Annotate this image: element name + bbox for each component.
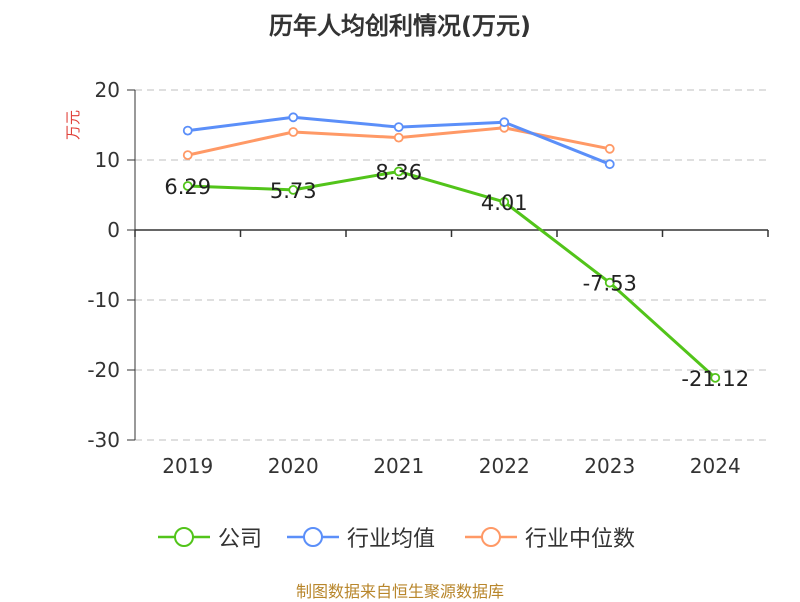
data-point bbox=[288, 184, 299, 195]
x-tick-label: 2024 bbox=[690, 454, 741, 478]
data-point bbox=[182, 181, 193, 191]
x-tick-label: 2023 bbox=[584, 454, 635, 478]
data-point bbox=[182, 125, 193, 136]
legend-item-company[interactable]: 公司 bbox=[158, 519, 262, 555]
y-tick-label: -20 bbox=[87, 358, 120, 382]
y-tick-label: 10 bbox=[95, 148, 120, 172]
y-axis-title: 万元 bbox=[64, 110, 82, 140]
x-tick-label: 2022 bbox=[479, 454, 530, 478]
data-label: 8.36 bbox=[375, 160, 422, 184]
legend-marker-company bbox=[158, 527, 210, 547]
x-tick-label: 2020 bbox=[268, 454, 319, 478]
data-point bbox=[393, 122, 404, 132]
data-label: 5.73 bbox=[270, 179, 317, 203]
data-point bbox=[499, 117, 510, 128]
chart-title: 历年人均创利情况(万元) bbox=[269, 12, 531, 40]
data-point bbox=[604, 159, 615, 170]
data-point bbox=[710, 372, 721, 383]
legend-marker-industry-median bbox=[465, 527, 517, 547]
x-tick-label: 2021 bbox=[373, 454, 424, 478]
legend-label-industry-mean: 行业均值 bbox=[347, 527, 436, 552]
y-tick-label: 20 bbox=[95, 78, 120, 102]
data-point bbox=[604, 277, 615, 288]
legend-item-industry-mean[interactable]: 行业均值 bbox=[287, 519, 435, 555]
legend: 公司 行业均值 行业中位数 bbox=[0, 519, 800, 555]
y-tick-label: 0 bbox=[107, 218, 120, 242]
y-tick-label: -30 bbox=[87, 428, 120, 452]
x-tick-label: 2019 bbox=[162, 454, 213, 478]
data-label: 6.29 bbox=[164, 175, 211, 199]
data-point bbox=[499, 197, 510, 207]
data-point bbox=[393, 132, 404, 143]
data-point bbox=[288, 112, 299, 123]
source-footer: 制图数据来自恒生聚源数据库 bbox=[295, 582, 504, 601]
series-line-0 bbox=[187, 169, 717, 379]
legend-marker-industry-mean bbox=[287, 527, 339, 547]
y-tick-label: -10 bbox=[87, 288, 120, 312]
data-point bbox=[288, 127, 299, 137]
data-label: -21.12 bbox=[681, 367, 749, 391]
data-label: -7.53 bbox=[583, 272, 637, 296]
data-point bbox=[604, 143, 615, 154]
legend-item-industry-median[interactable]: 行业中位数 bbox=[465, 519, 635, 555]
data-point bbox=[182, 150, 193, 161]
data-point bbox=[393, 166, 404, 177]
data-label: 4.01 bbox=[481, 191, 528, 215]
legend-label-industry-median: 行业中位数 bbox=[525, 527, 636, 552]
legend-label-company: 公司 bbox=[218, 527, 263, 552]
